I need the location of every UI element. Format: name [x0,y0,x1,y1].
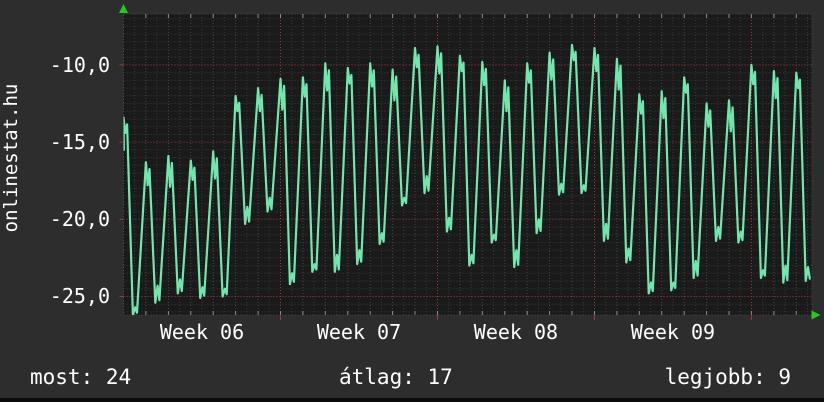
x-tick-label: Week 07 [316,320,402,344]
y-tick-label: -10,0 [49,52,110,77]
y-tick-label: -25,0 [49,284,110,309]
stat-most: most: 24 [30,365,132,389]
y-axis-arrow-icon [119,4,128,13]
x-tick-label: Week 06 [159,320,245,344]
watermark-text: onlinestat.hu [0,83,22,233]
x-tick-label: Week 09 [630,320,716,344]
data-line [123,43,811,315]
y-tick-label: -15,0 [49,130,110,155]
stat-atlag: átlag: 17 [339,365,453,389]
y-tick-label: -20,0 [49,207,110,232]
stat-legjobb: legjobb: 9 [664,365,791,389]
x-axis-arrow-icon [811,310,821,320]
bottom-border [0,398,824,402]
x-tick-label: Week 08 [473,320,559,344]
